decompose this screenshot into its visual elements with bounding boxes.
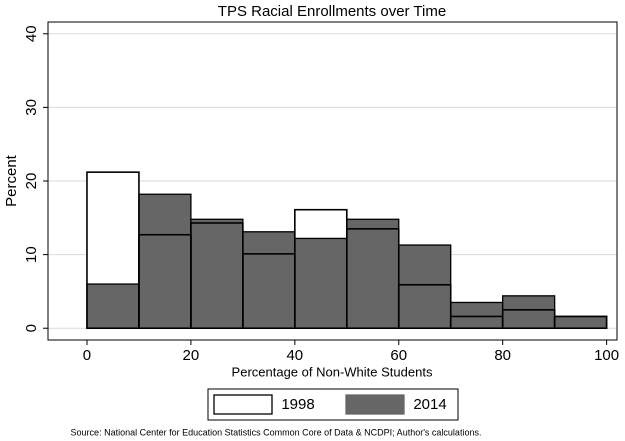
chart-title: TPS Racial Enrollments over Time bbox=[218, 3, 446, 20]
legend-label: 1998 bbox=[281, 396, 314, 413]
bar-outline bbox=[345, 228, 400, 330]
legend-swatch bbox=[213, 394, 273, 415]
plot-frame bbox=[47, 21, 618, 341]
x-tick-label: 80 bbox=[494, 347, 511, 364]
x-axis-label: Percentage of Non-White Students bbox=[232, 364, 433, 379]
bar bbox=[86, 283, 140, 329]
bar bbox=[294, 237, 348, 329]
legend-swatch bbox=[345, 394, 405, 415]
bar bbox=[242, 231, 296, 329]
source-note: Source: National Center for Education St… bbox=[71, 427, 482, 437]
x-tick-label: 60 bbox=[390, 347, 407, 364]
legend-frame bbox=[207, 388, 459, 421]
x-tick-label: 40 bbox=[286, 347, 303, 364]
bar bbox=[553, 315, 608, 329]
bar bbox=[346, 218, 400, 329]
bar-outline bbox=[397, 283, 452, 330]
bar bbox=[502, 295, 556, 329]
x-tick-label: 20 bbox=[183, 347, 200, 364]
bar-outline bbox=[553, 315, 608, 330]
x-tick-label: 100 bbox=[594, 347, 619, 364]
y-tick-label: 0 bbox=[23, 324, 40, 332]
bar bbox=[398, 244, 452, 329]
y-tick-label: 10 bbox=[23, 246, 40, 263]
bar bbox=[450, 301, 504, 329]
y-tick-label: 30 bbox=[23, 99, 40, 116]
legend: 1998 2014 bbox=[207, 388, 459, 421]
legend-label: 2014 bbox=[413, 396, 446, 413]
y-axis-label: Percent bbox=[3, 154, 20, 207]
bar bbox=[190, 218, 244, 329]
y-tick-label: 20 bbox=[23, 173, 40, 190]
bar bbox=[138, 193, 192, 329]
y-tick-label: 40 bbox=[23, 25, 40, 42]
x-tick-label: 0 bbox=[83, 347, 91, 364]
